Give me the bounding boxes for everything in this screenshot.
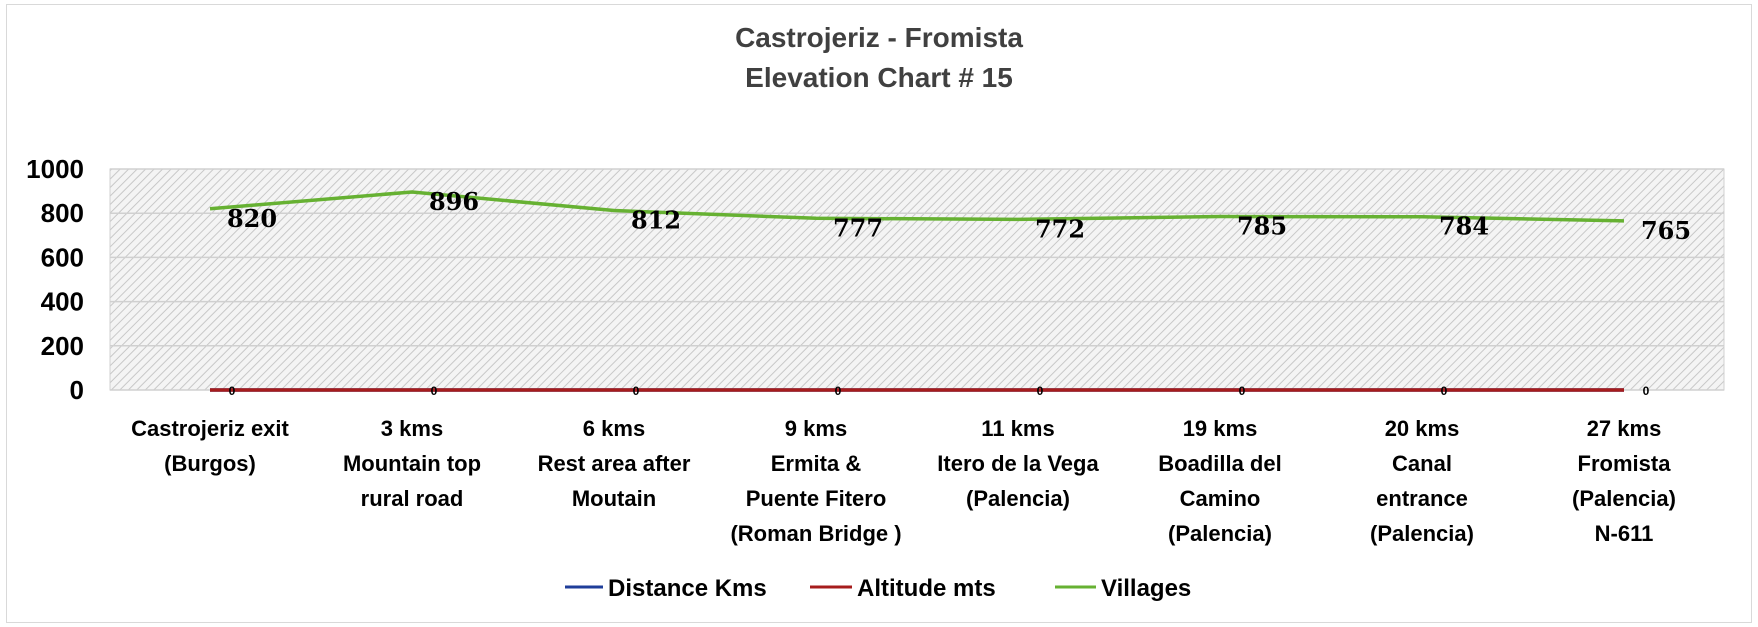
y-tick-label: 400 xyxy=(41,287,84,317)
x-tick-label: 11 kms Itero de la Vega (Palencia) xyxy=(937,416,1099,511)
legend-label: Altitude mts xyxy=(857,575,996,602)
x-tick-line: Rest area after xyxy=(538,451,691,476)
legend-label: Villages xyxy=(1101,575,1191,602)
x-tick-line: 9 kms xyxy=(785,416,847,441)
zero-data-label: 0 xyxy=(431,384,438,398)
x-tick-line: 27 kms xyxy=(1587,416,1662,441)
x-tick-line: (Roman Bridge ) xyxy=(730,521,901,546)
x-tick-line: Camino xyxy=(1180,486,1261,511)
data-label: 765 xyxy=(1641,216,1691,245)
x-tick-line: rural road xyxy=(361,486,464,511)
x-tick-line: 11 kms xyxy=(981,416,1054,441)
legend-entry: Altitude mts xyxy=(810,575,996,602)
y-tick-label: 200 xyxy=(41,331,84,361)
legend-entry: Villages xyxy=(1055,575,1191,602)
y-tick-label: 1000 xyxy=(26,154,84,184)
x-tick-label: Castrojeriz exit (Burgos) xyxy=(131,416,289,476)
x-tick-label: 6 kms Rest area after Moutain xyxy=(538,416,691,511)
data-label: 785 xyxy=(1237,212,1287,241)
data-label: 784 xyxy=(1439,212,1489,241)
data-label: 777 xyxy=(833,213,883,242)
zero-data-label: 0 xyxy=(1643,384,1650,398)
x-tick-line: entrance xyxy=(1376,486,1468,511)
x-tick-line: (Palencia) xyxy=(1370,521,1474,546)
x-tick-line: Canal xyxy=(1392,451,1452,476)
x-tick-line: 19 kms xyxy=(1183,416,1258,441)
x-tick-label: 9 kms Ermita & Puente Fitero (Roman Bridge … xyxy=(730,416,901,546)
zero-data-label: 0 xyxy=(835,384,842,398)
x-tick-line: Puente Fitero xyxy=(746,486,887,511)
x-tick-line: Itero de la Vega xyxy=(937,451,1099,476)
x-tick-label: 20 kms Canal entrance (Palencia) xyxy=(1370,416,1474,546)
x-tick-label: 3 kms Mountain top rural road xyxy=(343,416,481,511)
x-tick-line: 3 kms xyxy=(381,416,443,441)
x-tick-label: 27 kms Fromista (Palencia) N-611 xyxy=(1572,416,1676,546)
x-tick-line: Castrojeriz exit xyxy=(131,416,289,441)
x-tick-line: 20 kms xyxy=(1385,416,1460,441)
legend-entry: Distance Kms xyxy=(565,575,767,602)
zero-data-label: 0 xyxy=(1037,384,1044,398)
zero-data-label: 0 xyxy=(1239,384,1246,398)
plot-area xyxy=(110,169,1724,390)
data-label: 812 xyxy=(631,206,681,235)
data-label: 772 xyxy=(1035,214,1085,243)
x-tick-line: (Palencia) xyxy=(1168,521,1272,546)
zero-data-label: 0 xyxy=(633,384,640,398)
x-tick-line: (Burgos) xyxy=(164,451,256,476)
x-tick-label: 19 kms Boadilla del Camino (Palencia) xyxy=(1158,416,1281,546)
x-tick-line: Ermita & xyxy=(771,451,862,476)
x-tick-line: Fromista xyxy=(1578,451,1672,476)
y-tick-label: 0 xyxy=(70,375,84,405)
x-tick-line: (Palencia) xyxy=(1572,486,1676,511)
data-label: 896 xyxy=(429,187,479,216)
x-tick-line: Boadilla del xyxy=(1158,451,1281,476)
legend-label: Distance Kms xyxy=(608,575,767,602)
x-tick-line: Mountain top xyxy=(343,451,481,476)
data-label: 820 xyxy=(227,204,277,233)
x-tick-line: (Palencia) xyxy=(966,486,1070,511)
x-tick-line: Moutain xyxy=(572,486,656,511)
zero-data-label: 0 xyxy=(229,384,236,398)
x-tick-line: 6 kms xyxy=(583,416,645,441)
zero-data-label: 0 xyxy=(1441,384,1448,398)
x-tick-line: N-611 xyxy=(1595,521,1654,546)
y-tick-label: 600 xyxy=(41,242,84,272)
y-tick-label: 800 xyxy=(41,198,84,228)
